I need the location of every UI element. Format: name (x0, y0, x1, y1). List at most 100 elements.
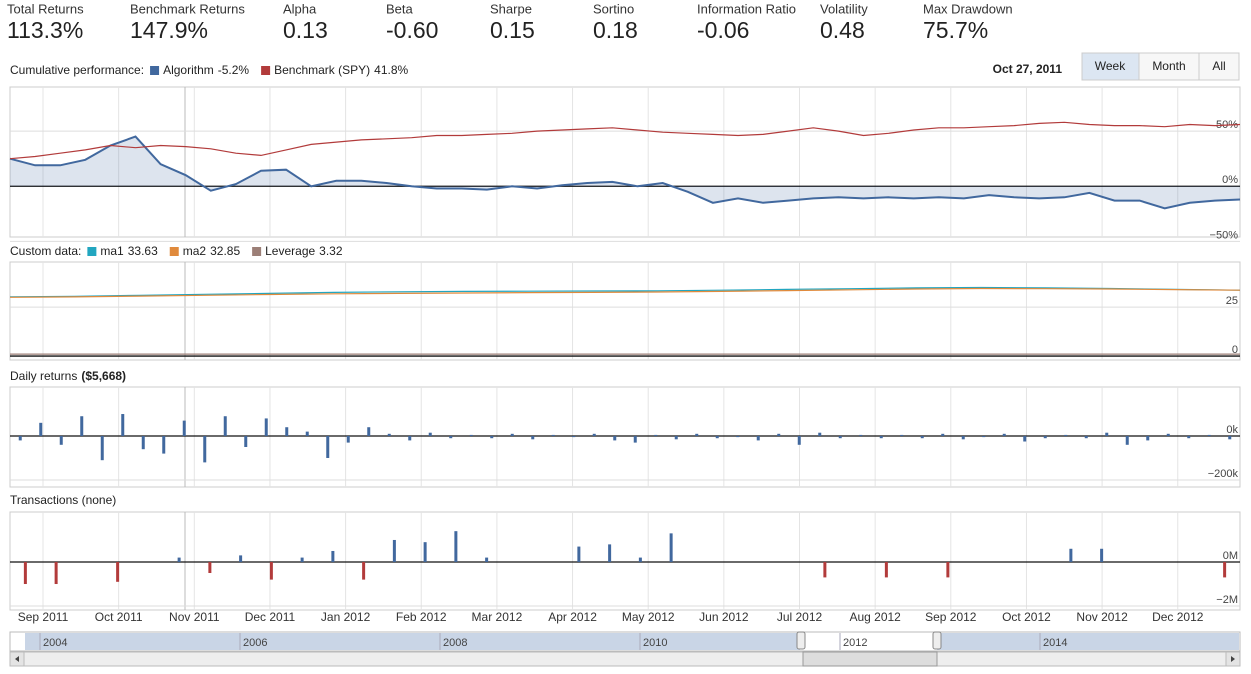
x-tick-label: Sep 2011 (18, 610, 69, 624)
y-tick-label: 0 (1232, 344, 1238, 356)
line (9, 121, 1241, 160)
bar (469, 434, 473, 437)
bar (392, 539, 396, 562)
range-button-selected[interactable] (1081, 52, 1140, 81)
bar (961, 436, 965, 440)
metric-value: 147.9% (130, 17, 208, 43)
bar (264, 418, 268, 437)
bar (428, 432, 432, 437)
bar (900, 434, 904, 437)
bar (326, 436, 330, 458)
metric-value: 0.15 (490, 17, 535, 43)
x-tick-label: Jan 2012 (321, 610, 371, 624)
y-tick-label: −2M (1216, 594, 1238, 606)
metric-value: 0.13 (283, 17, 328, 43)
bar (838, 436, 842, 439)
x-tick-label: Dec 2011 (245, 610, 296, 624)
x-tick-label: Sep 2012 (925, 610, 977, 624)
metric-label: Alpha (283, 1, 317, 16)
metric-label: Volatility (820, 1, 868, 16)
metric-label: Sortino (593, 1, 634, 16)
y-tick-label: −50% (1210, 229, 1239, 241)
bar (269, 561, 273, 580)
legend-value: 33.63 (128, 244, 158, 258)
bar (100, 436, 104, 461)
y-tick-label: 0k (1226, 424, 1238, 436)
legend-name: Benchmark (SPY) (274, 63, 370, 77)
navigator-handle[interactable] (796, 631, 806, 650)
bar (387, 433, 391, 437)
bar (244, 436, 248, 447)
bar (18, 436, 22, 441)
bar (485, 557, 489, 562)
bar (859, 434, 863, 437)
bar (116, 561, 120, 582)
bar (182, 420, 186, 437)
legend-name: Leverage (265, 244, 315, 258)
legend-swatch (261, 66, 271, 75)
bar (408, 436, 412, 441)
bar (510, 433, 514, 437)
line (9, 286, 1241, 298)
bar (531, 436, 535, 440)
scrollbar-thumb[interactable] (802, 651, 938, 667)
metric-label: Sharpe (490, 1, 532, 16)
bar (654, 434, 658, 437)
navigator-label: 2004 (43, 637, 67, 649)
bar (80, 416, 84, 437)
navigator-label: 2014 (1043, 637, 1067, 649)
legend-name: ma2 (183, 244, 207, 258)
scrollbar[interactable] (9, 651, 1241, 667)
bar (982, 436, 986, 438)
legend-title: Transactions (none) (10, 493, 116, 507)
bar (613, 436, 617, 441)
metric-value: -0.60 (386, 17, 438, 43)
x-tick-label: Oct 2012 (1002, 610, 1051, 624)
legend-value: 3.32 (319, 244, 343, 258)
legend-subtitle: ($5,668) (81, 369, 126, 383)
navigator-handle[interactable] (932, 631, 942, 650)
bar (633, 436, 637, 443)
bar (884, 561, 888, 578)
bar (305, 431, 309, 437)
panel-frame (9, 261, 1241, 361)
legend-swatch (150, 66, 160, 75)
bar (1043, 436, 1047, 439)
metric-value: 75.7% (923, 17, 988, 43)
bar (59, 436, 63, 445)
bar (695, 433, 699, 437)
bar (715, 436, 719, 439)
range-button-label[interactable]: All (1212, 59, 1225, 73)
bar (285, 427, 289, 437)
bar (223, 416, 227, 437)
panel-frame (9, 86, 1241, 238)
y-tick-label: 0M (1223, 550, 1238, 562)
x-tick-label: Dec 2012 (1152, 610, 1204, 624)
bar (1084, 436, 1088, 439)
bar (39, 422, 43, 437)
bar (920, 436, 924, 439)
x-tick-label: Oct 2011 (95, 610, 143, 624)
metric-label: Total Returns (7, 1, 84, 16)
bar (638, 557, 642, 562)
bar (879, 436, 883, 439)
legend-value: -5.2% (218, 63, 250, 77)
x-tick-label: Jul 2012 (777, 610, 823, 624)
bar (1187, 436, 1191, 439)
bar (490, 436, 494, 439)
range-button-label[interactable]: Month (1152, 59, 1185, 73)
bar (1069, 548, 1073, 562)
bar (1023, 436, 1027, 442)
metric-label: Beta (386, 1, 414, 16)
bar (1146, 436, 1150, 441)
bar (572, 436, 576, 438)
metric-label: Max Drawdown (923, 1, 1013, 16)
bar (23, 561, 27, 585)
bar (362, 561, 366, 580)
line (9, 135, 1241, 210)
y-tick-label: −200k (1208, 468, 1239, 480)
bar (346, 436, 350, 443)
range-button-label[interactable]: Week (1095, 59, 1126, 73)
bar (1207, 434, 1211, 437)
